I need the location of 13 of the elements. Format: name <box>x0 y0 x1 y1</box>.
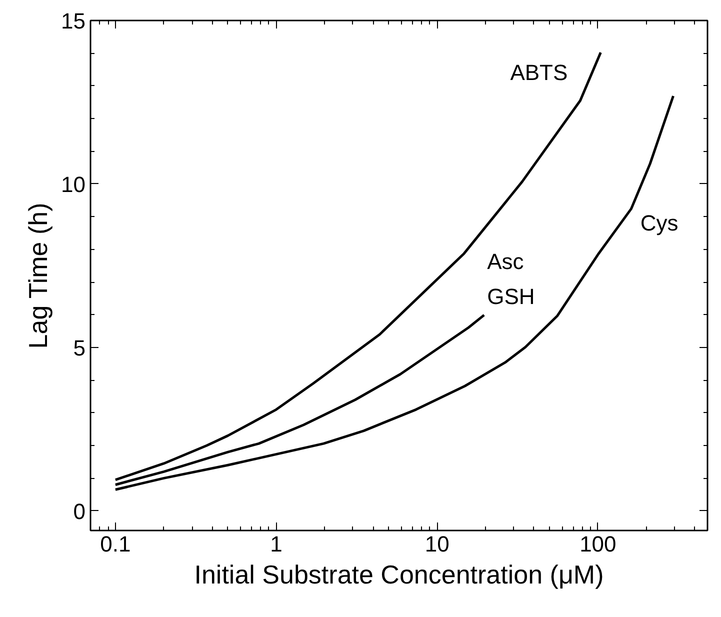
x-tick-label: 100 <box>580 532 616 556</box>
legend-label: Cys <box>640 210 678 236</box>
y-tick-label: 5 <box>73 335 86 360</box>
x-tick-label: 10 <box>424 532 450 556</box>
series-label: Asc GSH <box>487 249 535 310</box>
x-axis-title: Initial Substrate Concentration (μM) <box>194 560 604 590</box>
x-tick-label: 0.1 <box>100 532 131 556</box>
y-tick-label: 15 <box>61 8 86 34</box>
series-label: ABTS <box>510 60 568 86</box>
y-tick-label: 10 <box>61 172 86 197</box>
y-tick-label: 0 <box>73 498 86 524</box>
x-tick-label: 1 <box>270 532 282 556</box>
y-axis-title: Lag Time (h) <box>23 202 54 349</box>
